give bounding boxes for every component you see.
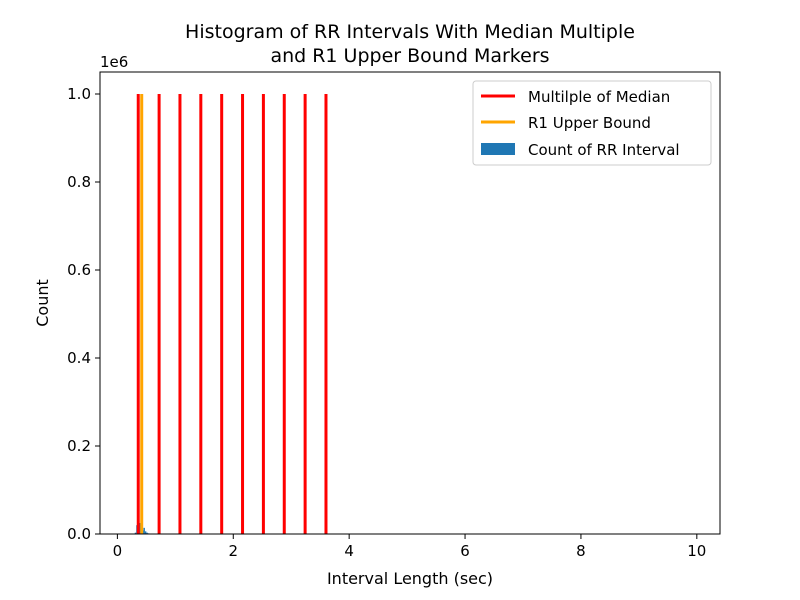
marker-lines: [136, 94, 328, 534]
chart-title-line-2: and R1 Upper Bound Markers: [270, 45, 549, 67]
y-tick-label-2: 0.4: [67, 349, 91, 367]
histogram-bar-3: [139, 523, 141, 534]
y-axis-label: Count: [33, 279, 52, 327]
x-tick-label-1: 2: [228, 542, 238, 560]
y-tick-label-3: 0.6: [67, 261, 91, 279]
plot-frame: [99, 71, 721, 535]
legend-label-r1: R1 Upper Bound: [528, 114, 651, 132]
histogram-bar-6: [143, 527, 145, 534]
y-tick-label-4: 0.8: [67, 173, 91, 191]
x-tick-label-5: 10: [687, 542, 706, 560]
histogram-bar-0: [134, 532, 137, 534]
histogram-bar-8: [146, 532, 148, 534]
histogram-bar-7: [144, 531, 147, 534]
y-tick-label-1: 0.2: [67, 437, 91, 455]
x-axis: 0 2 4 6 8 10: [113, 534, 706, 560]
x-tick-label-0: 0: [113, 542, 123, 560]
y-tick-label-0: 0.0: [67, 525, 91, 543]
legend-label-histogram: Count of RR Interval: [528, 141, 680, 159]
y-axis: 0.0 0.2 0.4 0.6 0.8 1.0: [67, 85, 100, 543]
y-offset-label: 1e6: [100, 53, 128, 71]
x-tick-label-2: 4: [344, 542, 354, 560]
y-tick-label-5: 1.0: [67, 85, 91, 103]
legend-label-median: Multilple of Median: [528, 88, 670, 106]
legend: Multilple of Median R1 Upper Bound Count…: [472, 80, 712, 166]
x-tick-label-4: 8: [576, 542, 586, 560]
x-axis-label: Interval Length (sec): [327, 569, 493, 588]
chart-title-line-1: Histogram of RR Intervals With Median Mu…: [185, 21, 635, 43]
legend-swatch-histogram: [481, 143, 515, 155]
x-tick-label-3: 6: [460, 542, 470, 560]
legend-box: [472, 80, 712, 166]
